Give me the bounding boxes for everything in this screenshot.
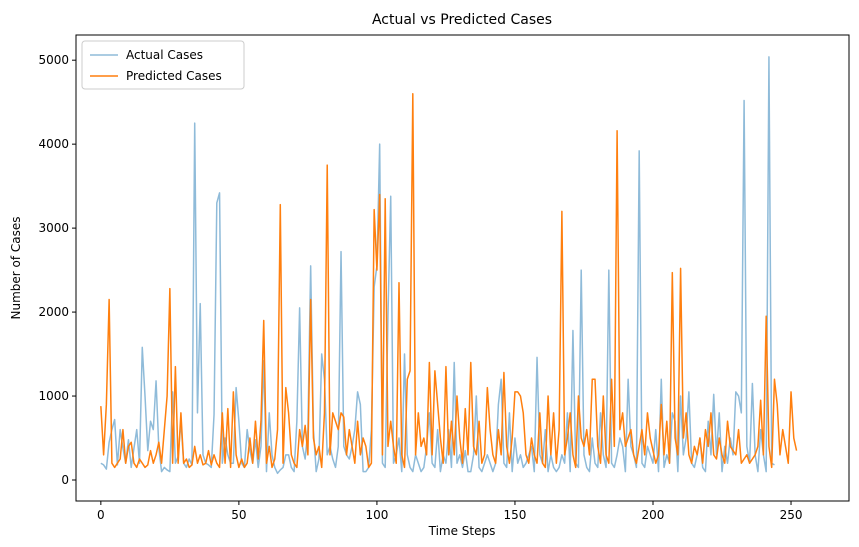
y-tick-label: 1000 xyxy=(38,389,69,403)
legend-label: Predicted Cases xyxy=(126,69,222,83)
plot-area xyxy=(100,56,798,475)
x-tick-label: 0 xyxy=(97,508,105,522)
x-tick-label: 150 xyxy=(504,508,527,522)
legend-box xyxy=(81,40,245,90)
y-tick-label: 2000 xyxy=(38,305,69,319)
series-line-predicted xyxy=(100,93,798,469)
x-tick-label: 200 xyxy=(642,508,665,522)
x-tick-label: 100 xyxy=(365,508,388,522)
x-axis: 0 50 100 150 200 250 xyxy=(97,501,802,522)
chart-title: Actual vs Predicted Cases xyxy=(372,12,552,28)
legend: Actual Cases Predicted Cases xyxy=(81,40,245,90)
x-axis-label: Time Steps xyxy=(428,524,496,538)
x-tick-label: 50 xyxy=(231,508,246,522)
legend-label: Actual Cases xyxy=(126,48,203,62)
y-axis: 0 1000 2000 3000 4000 5000 xyxy=(38,53,76,487)
y-tick-label: 3000 xyxy=(38,221,69,235)
y-tick-label: 0 xyxy=(61,473,69,487)
x-tick-label: 250 xyxy=(780,508,803,522)
y-axis-label: Number of Cases xyxy=(9,216,23,319)
y-tick-label: 5000 xyxy=(38,53,69,67)
y-tick-label: 4000 xyxy=(38,137,69,151)
axes-frame xyxy=(75,34,850,502)
